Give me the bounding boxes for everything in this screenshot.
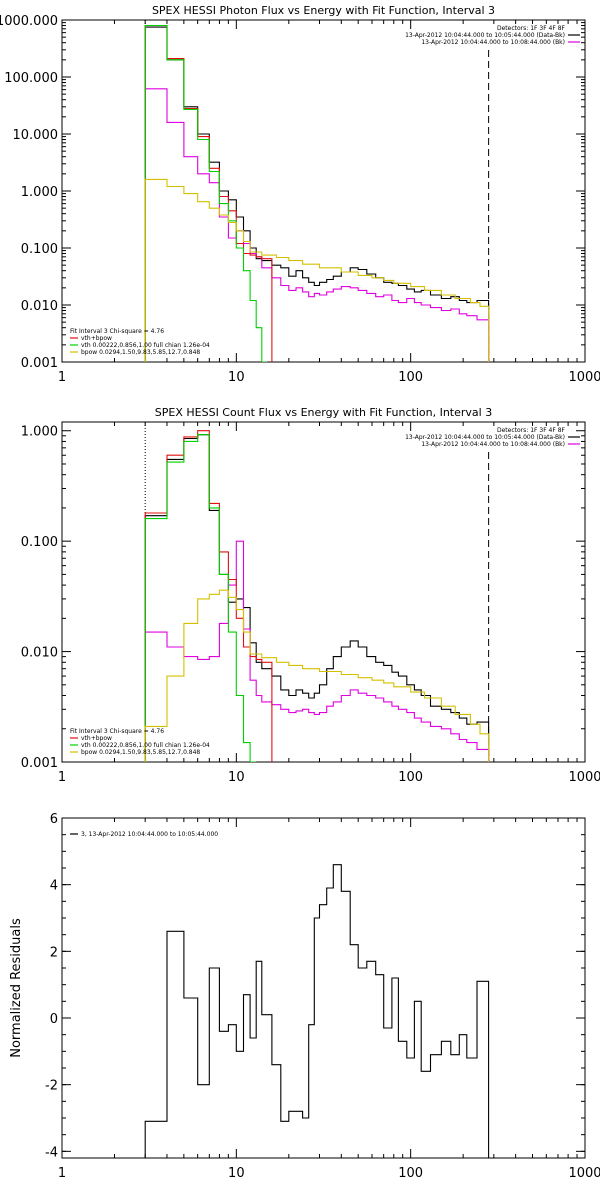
legend-right-entry: Detectors: 1F 3F 4F 8F bbox=[497, 25, 566, 32]
y-tick-label: 0.001 bbox=[21, 756, 58, 771]
legend-right-entry: Detectors: 1F 3F 4F 8F bbox=[497, 427, 566, 434]
legend-left-entry: vth+bpow bbox=[81, 335, 112, 342]
legend-right-entry: 13-Apr-2012 10:04:44.000 to 10:08:44.000… bbox=[421, 39, 565, 46]
series-data-line bbox=[144, 26, 490, 362]
chart-title: SPEX HESSI Photon Flux vs Energy with Fi… bbox=[152, 4, 495, 17]
y-tick-label: 1000.000 bbox=[0, 14, 58, 29]
series-group bbox=[144, 430, 490, 762]
legend-left-entry: vth 0.00222,0.856,1.00 full chian 1.26e-… bbox=[81, 742, 210, 749]
y-tick-label: 0.001 bbox=[21, 356, 58, 371]
x-tick-label: 1 bbox=[58, 370, 66, 385]
series-data-line bbox=[144, 864, 490, 1158]
chart-panel-2: SPEX HESSI Count Flux vs Energy with Fit… bbox=[21, 406, 600, 785]
y-tick-label: 0.010 bbox=[21, 646, 58, 661]
series-vth-line bbox=[144, 24, 267, 362]
x-tick-label: 1000 bbox=[568, 370, 600, 385]
plot-frame bbox=[61, 421, 586, 763]
y-tick-label: 1.000 bbox=[21, 185, 58, 200]
y-tick-label: 6 bbox=[50, 812, 58, 827]
x-tick-label: 10 bbox=[228, 370, 245, 385]
series-total-line bbox=[144, 430, 273, 762]
legend-right-entry: 13-Apr-2012 10:04:44.000 to 10:05:44.000… bbox=[405, 32, 565, 39]
series-bpow-line bbox=[144, 589, 490, 762]
y-tick-label: 10.000 bbox=[13, 128, 59, 143]
x-tick-label: 1 bbox=[58, 770, 66, 785]
x-tick-label: 10 bbox=[228, 1166, 245, 1181]
legend-left-entry: 3, 13-Apr-2012 10:04:44.000 to 10:05:44.… bbox=[81, 831, 218, 838]
series-vth-line bbox=[144, 434, 257, 762]
series-total-line bbox=[144, 24, 273, 362]
legend-left-entry: Fit Interval 3 Chi-square = 4.76 bbox=[70, 328, 164, 335]
y-tick-label: 0 bbox=[50, 1012, 58, 1027]
y-tick-label: 0.100 bbox=[21, 535, 58, 550]
series-group bbox=[144, 864, 490, 1158]
y-tick-label: 4 bbox=[50, 879, 58, 894]
series-group bbox=[144, 24, 490, 362]
y-tick-label: 0.100 bbox=[21, 242, 58, 257]
x-tick-label: 1000 bbox=[568, 770, 600, 785]
y-tick-label: 100.000 bbox=[4, 71, 58, 86]
x-tick-label: 100 bbox=[398, 1166, 423, 1181]
legend-left-entry: Fit Interval 3 Chi-square = 4.76 bbox=[70, 728, 164, 735]
x-tick-label: 100 bbox=[398, 770, 423, 785]
series-bk-line bbox=[144, 88, 490, 362]
legend-right-entry: 13-Apr-2012 10:04:44.000 to 10:05:44.000… bbox=[405, 434, 565, 441]
plot-frame bbox=[61, 19, 586, 363]
legend-right-entry: 13-Apr-2012 10:04:44.000 to 10:08:44.000… bbox=[421, 441, 565, 448]
legend-left-entry: bpow 0.0294,1.50,9.83,5.85,12.7,0.848 bbox=[81, 749, 200, 756]
chart-panel-3: 1 10 100 1000 -4 -2 0 2 4 6 Normalized Residuals 3,… bbox=[9, 812, 600, 1181]
legend-left-entry: vth 0.00222,0.856,1.00 full chian 1.26e-… bbox=[81, 342, 210, 349]
y-tick-label: -4 bbox=[45, 1145, 58, 1160]
y-tick-label: -2 bbox=[45, 1079, 58, 1094]
y-axis-label: Normalized Residuals bbox=[9, 918, 24, 1058]
y-tick-label: 2 bbox=[50, 945, 58, 960]
x-tick-label: 10 bbox=[228, 770, 245, 785]
series-data-line bbox=[144, 434, 490, 762]
plot-frame bbox=[61, 817, 586, 1159]
legend-left-entry: vth+bpow bbox=[81, 735, 112, 742]
y-tick-label: 1.000 bbox=[21, 425, 58, 440]
x-tick-label: 1000 bbox=[568, 1166, 600, 1181]
chart-title: SPEX HESSI Count Flux vs Energy with Fit… bbox=[155, 406, 492, 419]
legend-left-entry: bpow 0.0294,1.50,9.83,5.85,12.7,0.848 bbox=[81, 349, 200, 356]
series-bk-line bbox=[144, 540, 490, 762]
x-tick-label: 100 bbox=[398, 370, 423, 385]
chart-panel-1: SPEX HESSI Photon Flux vs Energy with Fi… bbox=[0, 4, 600, 385]
series-bpow-line bbox=[144, 178, 490, 362]
y-tick-label: 0.010 bbox=[21, 299, 58, 314]
x-tick-label: 1 bbox=[58, 1166, 66, 1181]
